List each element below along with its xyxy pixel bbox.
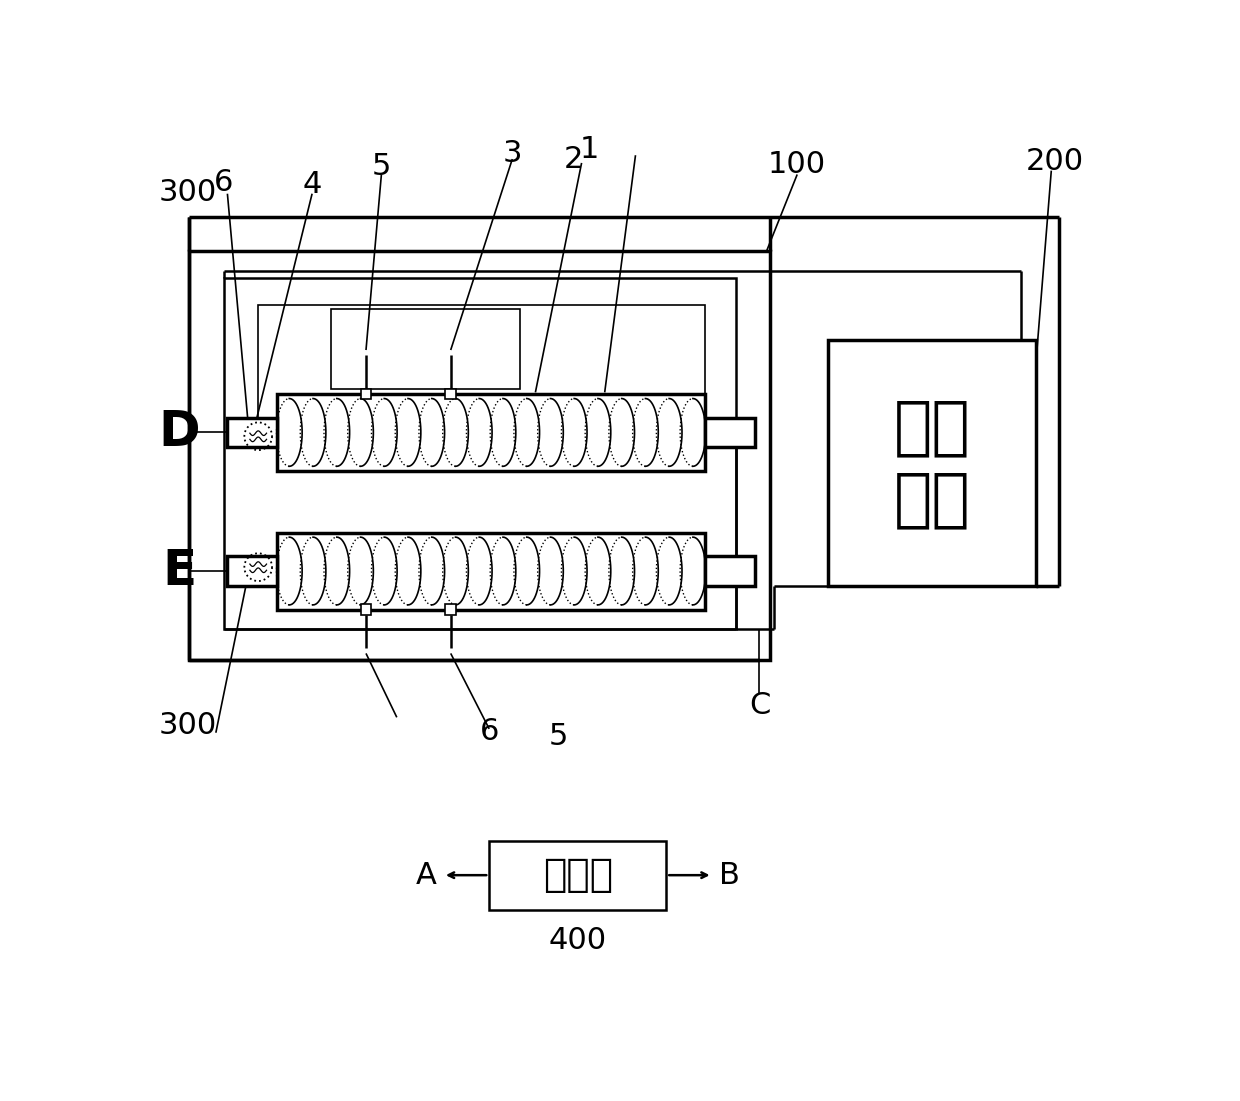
Bar: [188, 251, 770, 659]
Bar: [331, 309, 520, 389]
Bar: [227, 556, 278, 586]
Text: C: C: [749, 691, 771, 720]
Text: 4: 4: [303, 170, 322, 199]
Bar: [227, 417, 278, 447]
Text: 控制
系统: 控制 系统: [894, 396, 971, 530]
Text: 300: 300: [159, 710, 217, 740]
Text: 1: 1: [579, 134, 599, 164]
Bar: [445, 604, 456, 615]
Bar: [258, 305, 704, 444]
Bar: [278, 394, 704, 471]
Text: 300: 300: [159, 177, 217, 207]
Text: 6: 6: [213, 167, 233, 197]
Text: 400: 400: [548, 926, 606, 956]
Bar: [223, 279, 735, 629]
Bar: [490, 840, 666, 909]
Bar: [445, 389, 456, 400]
Text: 200: 200: [1025, 146, 1084, 176]
Text: E: E: [162, 547, 197, 595]
Text: B: B: [719, 861, 740, 890]
Bar: [704, 417, 755, 447]
Bar: [828, 340, 1035, 587]
Bar: [361, 389, 372, 400]
Text: 100: 100: [768, 150, 826, 179]
Bar: [278, 533, 704, 610]
Text: 2: 2: [564, 144, 584, 174]
Text: 固定器: 固定器: [543, 857, 613, 894]
Bar: [704, 556, 755, 586]
Text: A: A: [415, 861, 436, 890]
Bar: [361, 604, 372, 615]
Text: 6: 6: [480, 717, 498, 745]
Text: D: D: [159, 408, 201, 457]
Text: 3: 3: [502, 139, 522, 168]
Text: 5: 5: [549, 722, 568, 751]
Text: 5: 5: [372, 152, 391, 182]
